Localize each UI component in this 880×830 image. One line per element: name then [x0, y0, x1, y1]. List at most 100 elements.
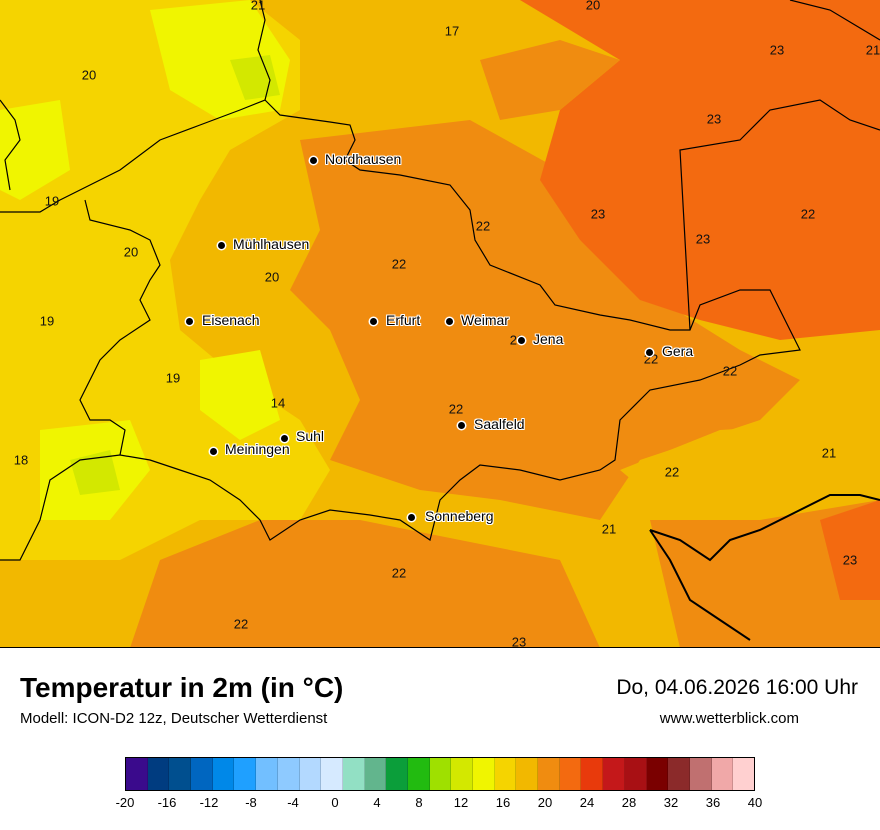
legend-color-segment [277, 758, 300, 790]
value-label: 20 [123, 244, 139, 260]
legend-color-segment [603, 758, 625, 790]
legend-color-segment [256, 758, 278, 790]
legend-color-segment [689, 758, 712, 790]
legend-tick-label: 20 [537, 795, 553, 810]
value-label: 22 [391, 256, 407, 272]
city-marker-weimar [446, 318, 453, 325]
legend-color-segment [668, 758, 690, 790]
legend-tick-label: 32 [663, 795, 679, 810]
value-label: 19 [44, 193, 60, 209]
value-label: 20 [585, 0, 601, 13]
city-label-weimar: Weimar [461, 312, 509, 328]
legend-color-segment [451, 758, 473, 790]
legend-color-segment [581, 758, 604, 790]
value-label: 21 [601, 521, 617, 537]
value-label: 20 [264, 269, 280, 285]
legend-color-segment [386, 758, 408, 790]
city-label-erfurt: Erfurt [386, 312, 421, 328]
value-label: 18 [13, 452, 29, 468]
model-info: Modell: ICON-D2 12z, Deutscher Wetterdie… [20, 710, 328, 727]
website-link[interactable]: www.wetterblick.com [659, 710, 799, 727]
legend-tick-label: 4 [373, 795, 381, 810]
legend-color-segment [169, 758, 192, 790]
value-label: 23 [769, 42, 785, 58]
legend-color-segment [646, 758, 669, 790]
value-label: 22 [664, 464, 680, 480]
legend-color-segment [126, 758, 148, 790]
city-marker-saalfeld [458, 422, 465, 429]
map-title: Temperatur in 2m (in °C) [20, 672, 344, 703]
legend-tick-label: 12 [453, 795, 469, 810]
value-label: 19 [165, 370, 181, 386]
legend-color-segment [733, 758, 754, 790]
legend-tick-label: 40 [747, 795, 763, 810]
city-label-suhl: Suhl [296, 428, 325, 444]
value-label: 21 [821, 445, 837, 461]
legend-color-segment [559, 758, 582, 790]
legend-color-segment [364, 758, 387, 790]
city-label-eisenach: Eisenach [202, 312, 260, 328]
city-label-saalfeld: Saalfeld [474, 416, 525, 432]
legend-tick-label: 36 [705, 795, 721, 810]
city-marker-sonneberg [408, 514, 415, 521]
value-label: 22 [800, 206, 816, 222]
temperature-map: 21 20 17 23 21 20 23 19 22 23 20 22 20 1… [0, 0, 880, 648]
legend-color-segment [147, 758, 170, 790]
legend-tick-label: 24 [579, 795, 595, 810]
city-marker-muehlhausen [218, 242, 225, 249]
value-label: 20 [81, 67, 97, 83]
color-scale-legend [125, 757, 755, 791]
legend-color-segment [473, 758, 495, 790]
legend-color-segment [321, 758, 343, 790]
city-marker-nordhausen [310, 157, 317, 164]
legend-tick-label: 16 [495, 795, 511, 810]
legend-color-segment [407, 758, 430, 790]
value-label: 22 [722, 363, 738, 379]
legend-tick-label: -12 [199, 795, 219, 810]
value-label: 19 [39, 313, 55, 329]
legend-color-segment [212, 758, 235, 790]
legend-tick-labels: -20 -16 -12 -8 -4 0 4 8 12 16 20 24 28 32 36 40 [116, 795, 763, 815]
value-label: 21 [865, 42, 880, 58]
city-marker-meiningen [210, 448, 217, 455]
legend-color-segment [234, 758, 257, 790]
legend-color-segment [191, 758, 213, 790]
city-marker-eisenach [186, 318, 193, 325]
value-label: 23 [695, 231, 711, 247]
city-label-nordhausen: Nordhausen [325, 151, 402, 167]
value-label: 22 [233, 616, 249, 632]
value-label: 22 [391, 565, 407, 581]
temperature-field [0, 0, 880, 647]
city-label-gera: Gera [662, 343, 694, 359]
legend-color-segment [494, 758, 517, 790]
legend-color-segment [342, 758, 365, 790]
legend-color-segment [538, 758, 560, 790]
legend-tick-label: -4 [287, 795, 299, 810]
city-label-meiningen: Meiningen [225, 441, 290, 457]
legend-color-segment [516, 758, 539, 790]
value-label: 23 [511, 634, 527, 648]
value-label: 14 [270, 395, 286, 411]
legend-color-segment [624, 758, 647, 790]
city-label-sonneberg: Sonneberg [425, 508, 494, 524]
value-label: 17 [444, 23, 460, 39]
city-marker-erfurt [370, 318, 377, 325]
forecast-datetime: Do, 04.06.2026 16:00 Uhr [616, 676, 858, 699]
value-label: 22 [475, 218, 491, 234]
value-label: 23 [590, 206, 606, 222]
legend-tick-label: 0 [331, 795, 339, 810]
city-marker-gera [646, 349, 653, 356]
value-label: 21 [250, 0, 266, 13]
value-label: 22 [448, 401, 464, 417]
value-label: 23 [842, 552, 858, 568]
legend-tick-label: -20 [115, 795, 135, 810]
city-marker-jena [518, 337, 525, 344]
city-label-jena: Jena [533, 331, 564, 347]
legend-tick-label: 8 [415, 795, 423, 810]
legend-tick-label: -16 [157, 795, 177, 810]
legend-color-segment [711, 758, 734, 790]
value-label: 23 [706, 111, 722, 127]
city-label-muehlhausen: Mühlhausen [233, 236, 310, 252]
legend-color-segment [429, 758, 452, 790]
legend-color-segment [299, 758, 322, 790]
